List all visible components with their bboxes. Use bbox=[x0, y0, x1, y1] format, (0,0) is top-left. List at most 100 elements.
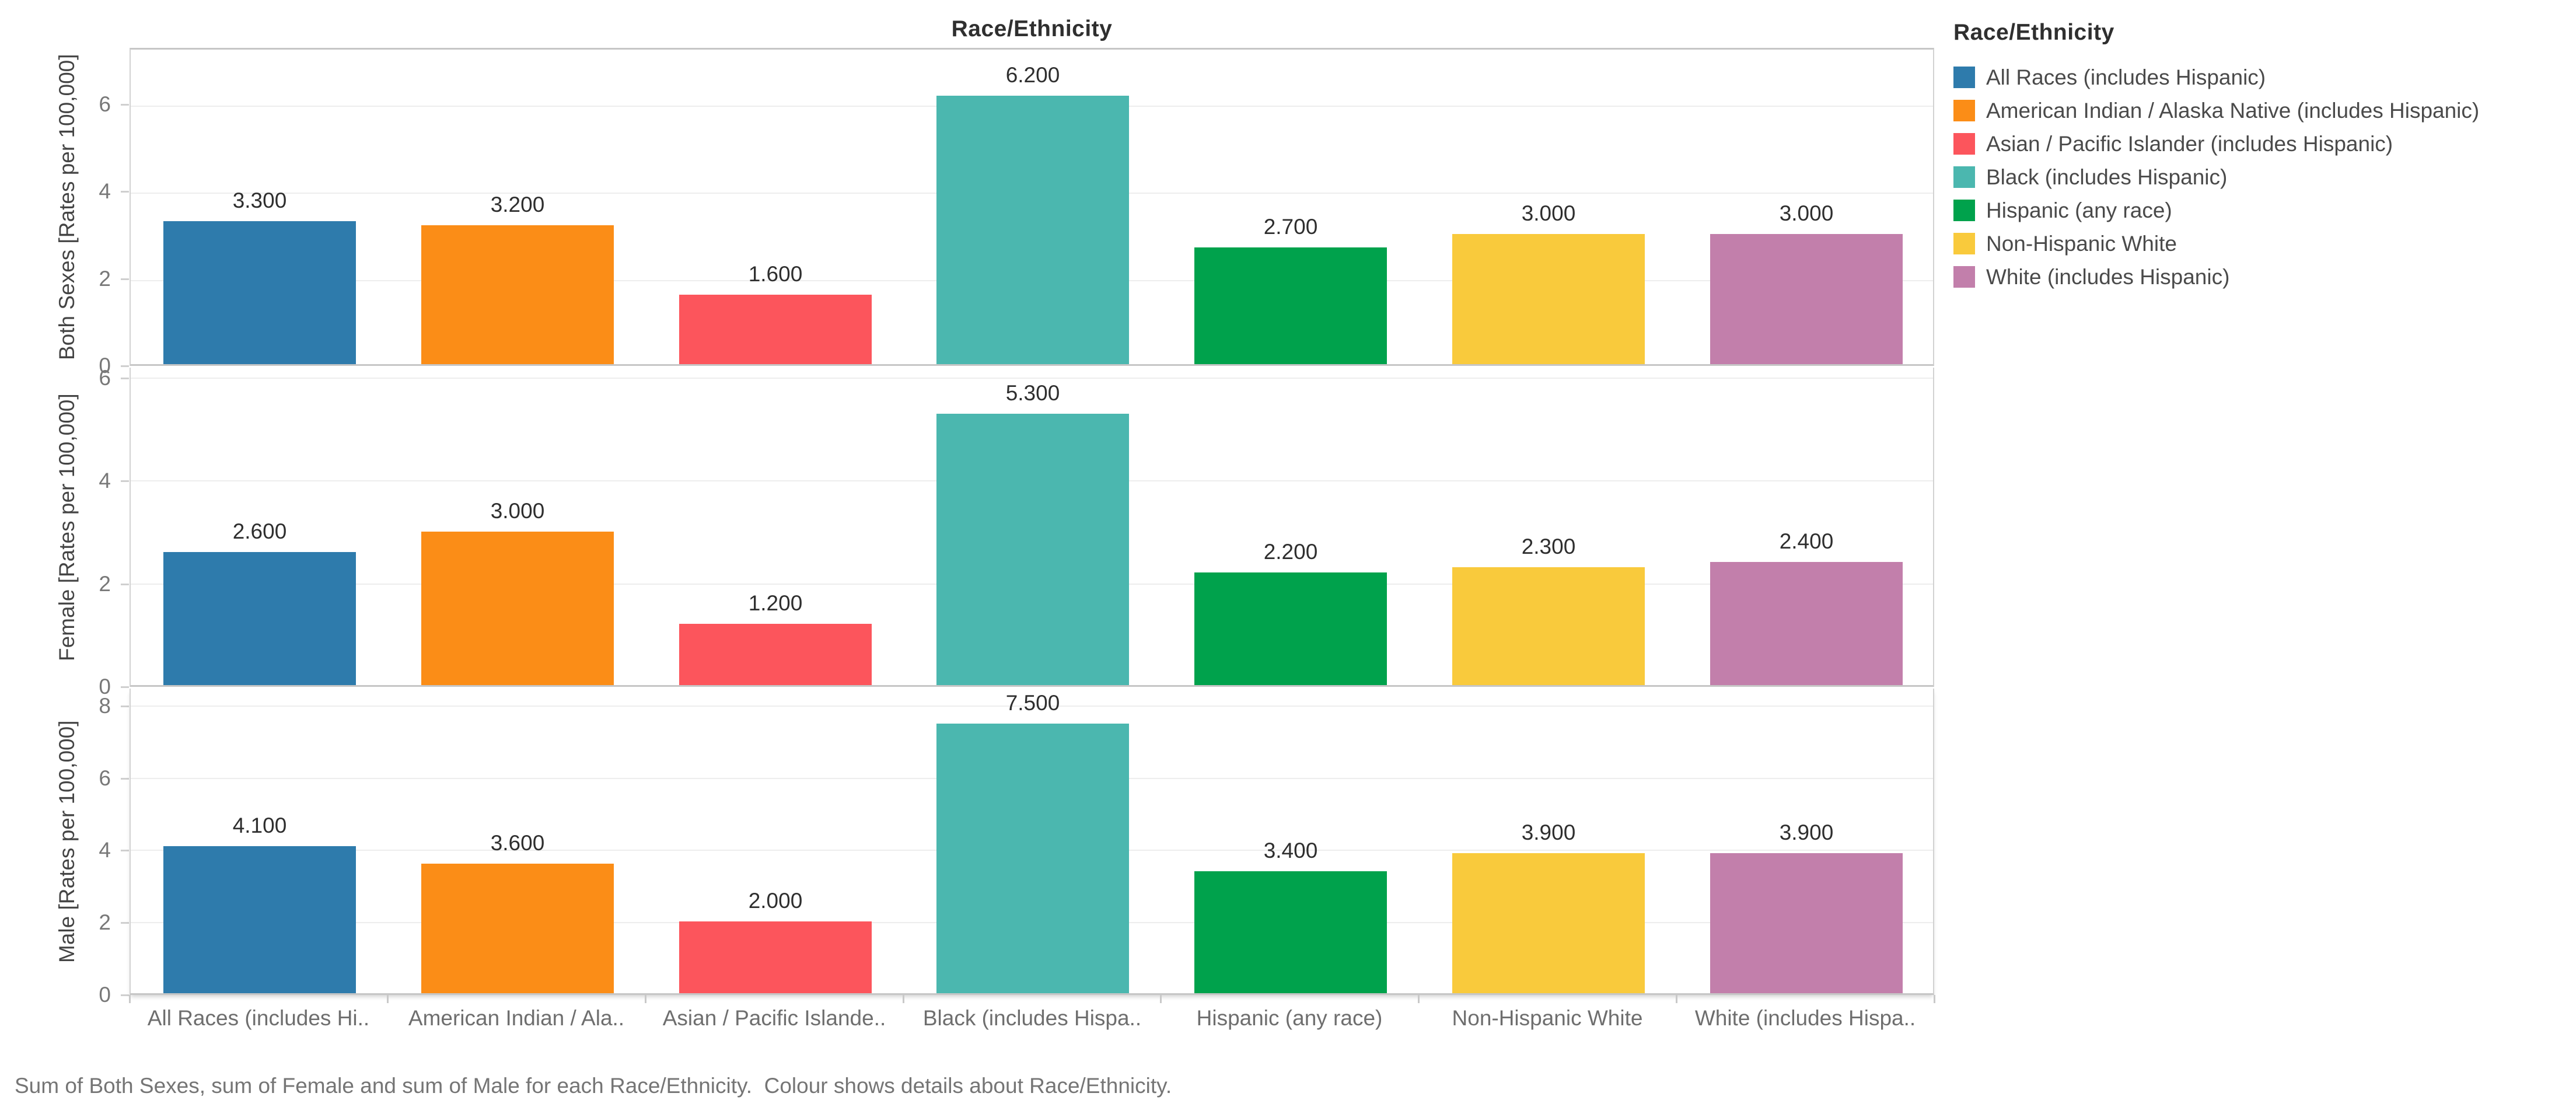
y-axis-tick-label: 0 bbox=[99, 675, 111, 699]
legend-title: Race/Ethnicity bbox=[1953, 20, 2114, 45]
bar-value-label: 3.300 bbox=[232, 188, 287, 212]
y-axis-title-text: Both Sexes [Rates per 100,000] bbox=[55, 54, 79, 360]
legend-color-swatch[interactable] bbox=[1953, 233, 1975, 254]
bar-white-includes-hispanic[interactable] bbox=[1710, 234, 1903, 364]
x-axis-category-label[interactable]: American Indian / Ala.. bbox=[408, 1006, 625, 1030]
bar-non-hispanic-white[interactable] bbox=[1452, 234, 1645, 364]
y-axis-tick-mark bbox=[121, 922, 129, 924]
bar-value-label: 3.000 bbox=[490, 499, 545, 523]
bar-value-label: 2.400 bbox=[1779, 529, 1834, 553]
legend-item-label: Black (includes Hispanic) bbox=[1986, 165, 2228, 189]
bar-value-label: 2.700 bbox=[1263, 215, 1318, 239]
chart-caption: Sum of Both Sexes, sum of Female and sum… bbox=[15, 1074, 1172, 1098]
bar-value-label: 7.500 bbox=[1005, 691, 1060, 715]
y-axis-tick-mark bbox=[121, 706, 129, 707]
x-axis-boundary-tick bbox=[1676, 995, 1677, 1003]
y-axis-tick-label: 6 bbox=[99, 366, 111, 390]
bar-asian-pacific-islander-includes-hispanic[interactable] bbox=[679, 921, 872, 993]
panel-both-sexes: 3.300 3.200 1.600 6.200 2.700 3.000 3.000 bbox=[130, 48, 1934, 366]
color-legend: Race/Ethnicity All Races (includes Hispa… bbox=[1953, 20, 2572, 294]
bar-value-label: 1.200 bbox=[748, 591, 803, 615]
y-axis-tick-label: 6 bbox=[99, 92, 111, 116]
y-axis-tick-label: 4 bbox=[99, 838, 111, 862]
y-axis-tick-mark bbox=[121, 191, 129, 193]
legend-color-swatch[interactable] bbox=[1953, 67, 1975, 88]
legend-color-swatch[interactable] bbox=[1953, 166, 1975, 188]
y-axis-tick-label: 2 bbox=[99, 572, 111, 596]
y-axis-tick-mark bbox=[121, 584, 129, 585]
x-axis-category-label[interactable]: Hispanic (any race) bbox=[1196, 1006, 1383, 1030]
bar-all-races-includes-hispanic[interactable] bbox=[163, 221, 356, 364]
x-axis-boundary-tick bbox=[1934, 995, 1935, 1003]
y-axis-tick-mark bbox=[121, 365, 129, 367]
legend-item-non-hispanic-white[interactable]: Non-Hispanic White bbox=[1953, 227, 2572, 260]
x-axis-category-label[interactable]: White (includes Hispa.. bbox=[1694, 1006, 1916, 1030]
bar-american-indian-alaska-native-includes-hispanic[interactable] bbox=[421, 532, 614, 685]
legend-color-swatch[interactable] bbox=[1953, 100, 1975, 121]
bar-value-label: 6.200 bbox=[1005, 63, 1060, 87]
y-axis-tick-label: 0 bbox=[99, 983, 111, 1007]
legend-item-label: Non-Hispanic White bbox=[1986, 231, 2177, 256]
x-axis-boundary-tick bbox=[1418, 995, 1420, 1003]
legend-color-swatch[interactable] bbox=[1953, 266, 1975, 288]
bar-value-label: 2.300 bbox=[1521, 535, 1576, 558]
legend-item-hispanic-any-race[interactable]: Hispanic (any race) bbox=[1953, 194, 2572, 227]
bar-black-includes-hispanic[interactable] bbox=[936, 414, 1129, 685]
bar-all-races-includes-hispanic[interactable] bbox=[163, 846, 356, 993]
bar-value-label: 3.600 bbox=[490, 831, 545, 855]
bar-asian-pacific-islander-includes-hispanic[interactable] bbox=[679, 295, 872, 364]
legend-item-label: Hispanic (any race) bbox=[1986, 198, 2172, 222]
legend-item-black-includes-hispanic[interactable]: Black (includes Hispanic) bbox=[1953, 160, 2572, 194]
legend-item-asian-pacific-islander-includes-hispanic[interactable]: Asian / Pacific Islander (includes Hispa… bbox=[1953, 127, 2572, 160]
bar-non-hispanic-white[interactable] bbox=[1452, 567, 1645, 685]
x-axis-boundary-tick bbox=[1160, 995, 1162, 1003]
bar-all-races-includes-hispanic[interactable] bbox=[163, 552, 356, 685]
x-axis-category-label[interactable]: All Races (includes Hi.. bbox=[147, 1006, 370, 1030]
legend-items: All Races (includes Hispanic) American In… bbox=[1953, 61, 2572, 294]
bar-asian-pacific-islander-includes-hispanic[interactable] bbox=[679, 624, 872, 685]
y-axis-title: Male [Rates per 100,000] bbox=[18, 689, 117, 995]
y-axis-tick-mark bbox=[121, 778, 129, 780]
bar-value-label: 3.000 bbox=[1521, 201, 1576, 225]
y-axis-tick-mark bbox=[121, 850, 129, 851]
bar-value-label: 3.200 bbox=[490, 193, 545, 216]
x-axis-boundary-tick bbox=[129, 995, 131, 1003]
x-axis-category-label[interactable]: Black (includes Hispa.. bbox=[922, 1006, 1142, 1030]
y-axis-tick-mark bbox=[121, 378, 129, 379]
bar-value-label: 2.200 bbox=[1263, 540, 1318, 564]
panel-female: 2.600 3.000 1.200 5.300 2.200 2.300 2.400 bbox=[130, 368, 1934, 687]
bar-hispanic-any-race[interactable] bbox=[1194, 247, 1387, 364]
bar-white-includes-hispanic[interactable] bbox=[1710, 853, 1903, 993]
gridline bbox=[131, 706, 1933, 707]
bar-black-includes-hispanic[interactable] bbox=[936, 96, 1129, 364]
panel-male: 4.100 3.600 2.000 7.500 3.400 3.900 3.900 bbox=[130, 689, 1934, 995]
legend-color-swatch[interactable] bbox=[1953, 200, 1975, 221]
bar-value-label: 2.000 bbox=[748, 889, 803, 913]
legend-item-american-indian-alaska-native-includes-hispanic[interactable]: American Indian / Alaska Native (include… bbox=[1953, 94, 2572, 127]
legend-color-swatch[interactable] bbox=[1953, 133, 1975, 155]
y-axis-tick-mark bbox=[121, 104, 129, 106]
x-axis-category-label[interactable]: Asian / Pacific Islande.. bbox=[662, 1006, 886, 1030]
legend-item-label: All Races (includes Hispanic) bbox=[1986, 65, 2266, 89]
bar-hispanic-any-race[interactable] bbox=[1194, 572, 1387, 685]
y-axis-tick-label: 8 bbox=[99, 694, 111, 718]
bar-value-label: 5.300 bbox=[1005, 381, 1060, 405]
legend-item-white-includes-hispanic[interactable]: White (includes Hispanic) bbox=[1953, 260, 2572, 294]
bar-american-indian-alaska-native-includes-hispanic[interactable] bbox=[421, 225, 614, 364]
legend-item-label: American Indian / Alaska Native (include… bbox=[1986, 98, 2480, 123]
bar-american-indian-alaska-native-includes-hispanic[interactable] bbox=[421, 864, 614, 993]
x-axis-boundary-tick bbox=[387, 995, 389, 1003]
legend-item-all-races-includes-hispanic[interactable]: All Races (includes Hispanic) bbox=[1953, 61, 2572, 94]
bar-hispanic-any-race[interactable] bbox=[1194, 871, 1387, 993]
y-axis-tick-label: 2 bbox=[99, 267, 111, 291]
bar-white-includes-hispanic[interactable] bbox=[1710, 562, 1903, 685]
y-axis-tick-label: 4 bbox=[99, 469, 111, 493]
bar-black-includes-hispanic[interactable] bbox=[936, 724, 1129, 993]
bar-non-hispanic-white[interactable] bbox=[1452, 853, 1645, 993]
y-axis-title: Female [Rates per 100,000] bbox=[18, 368, 117, 687]
y-axis-tick-label: 2 bbox=[99, 910, 111, 934]
x-axis-boundary-tick bbox=[903, 995, 904, 1003]
bar-value-label: 1.600 bbox=[748, 262, 803, 286]
x-axis-category-label[interactable]: Non-Hispanic White bbox=[1452, 1006, 1643, 1030]
bar-value-label: 3.000 bbox=[1779, 201, 1834, 225]
